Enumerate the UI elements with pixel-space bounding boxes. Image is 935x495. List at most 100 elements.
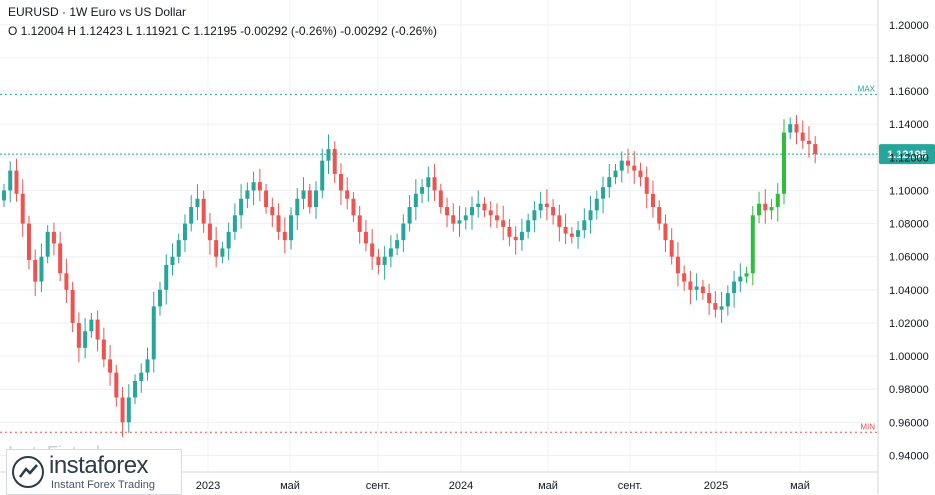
candle-body [2,190,6,201]
candle-body [650,193,655,208]
candle [632,151,637,184]
candle [757,191,762,224]
x-tick-label: сент. [366,480,391,492]
brand-mark-icon [12,456,44,488]
candle-body [39,256,44,282]
candle-body [376,256,381,265]
candle-body [526,220,531,232]
candle [39,243,44,293]
candle [289,207,294,250]
candle [351,192,356,222]
candle [320,148,325,199]
candle-body [688,281,693,290]
candle-body [351,198,356,216]
y-tick-label: 1.08000 [889,219,929,231]
y-tick-label: 1.20000 [889,20,929,32]
candle-body [750,215,755,274]
candle-body [700,286,705,294]
candle [707,283,712,315]
candle-body [588,210,593,221]
candle [426,166,431,202]
candle-body [763,203,768,211]
candle [732,270,737,308]
candle [725,285,730,316]
candle [8,161,13,203]
candle-body [769,207,774,211]
candle [650,180,655,218]
candle [713,291,718,318]
candle-body [775,193,780,208]
candle [738,263,743,293]
candle-body [513,236,518,241]
candle-body [395,240,400,249]
candle [594,190,599,220]
candle [601,176,606,214]
candle [64,258,69,304]
candle-body [270,207,275,216]
candle-body [133,380,138,398]
candle [182,214,187,253]
candle [432,163,437,202]
level-lines: MAX MIN 1.12195 [0,84,935,433]
y-tick-label: 1.16000 [889,86,929,98]
candle-body [713,303,718,310]
candle [189,195,194,232]
candle-body [744,273,749,277]
candle [158,281,162,316]
candle-body [151,306,156,360]
y-tick-label: 0.94000 [889,450,929,462]
candle [463,207,468,230]
candle-body [332,149,337,174]
candle [494,203,499,229]
candle [207,212,212,255]
candle-body [594,198,599,211]
candle [58,231,63,282]
candle-body [557,215,562,227]
candle [657,200,662,231]
candle [638,162,643,187]
candle [245,182,250,209]
candle-body [426,177,431,188]
candle-body [76,322,81,348]
candle-body [58,243,63,274]
candle [70,281,75,333]
candle [195,184,200,221]
candle-body [382,256,387,265]
candle-body [201,198,206,224]
x-tick-label: сент. [618,480,643,492]
candle-body [544,203,549,208]
candle [257,168,262,202]
candle [582,208,587,239]
candle-body [14,170,19,194]
candle-body [507,226,512,237]
candle [569,226,574,244]
candle-body [145,359,150,373]
y-tick-label: 1.18000 [889,53,929,65]
candle-body [757,203,762,216]
candle [239,184,244,229]
candle [750,206,755,286]
candle-body [295,198,300,216]
brand-name: instaforex [49,452,149,479]
candle-body [120,397,125,423]
candle-body [320,160,325,191]
candle [644,166,649,209]
candle-body [83,331,88,348]
candle [226,222,231,261]
candle-body [264,190,269,208]
candle [51,222,56,256]
candle-body [800,132,805,141]
x-tick-label: май [790,480,810,492]
candle [682,265,687,291]
candle [307,183,312,214]
candle [769,199,774,220]
brand-logo: instaforex Instant Forex Trading [6,449,182,495]
candle-body [176,240,181,257]
candle [214,226,219,268]
candle [395,233,400,256]
candle [688,270,693,305]
candle-body [307,190,312,208]
candle-body [26,223,31,261]
candle [326,134,331,174]
